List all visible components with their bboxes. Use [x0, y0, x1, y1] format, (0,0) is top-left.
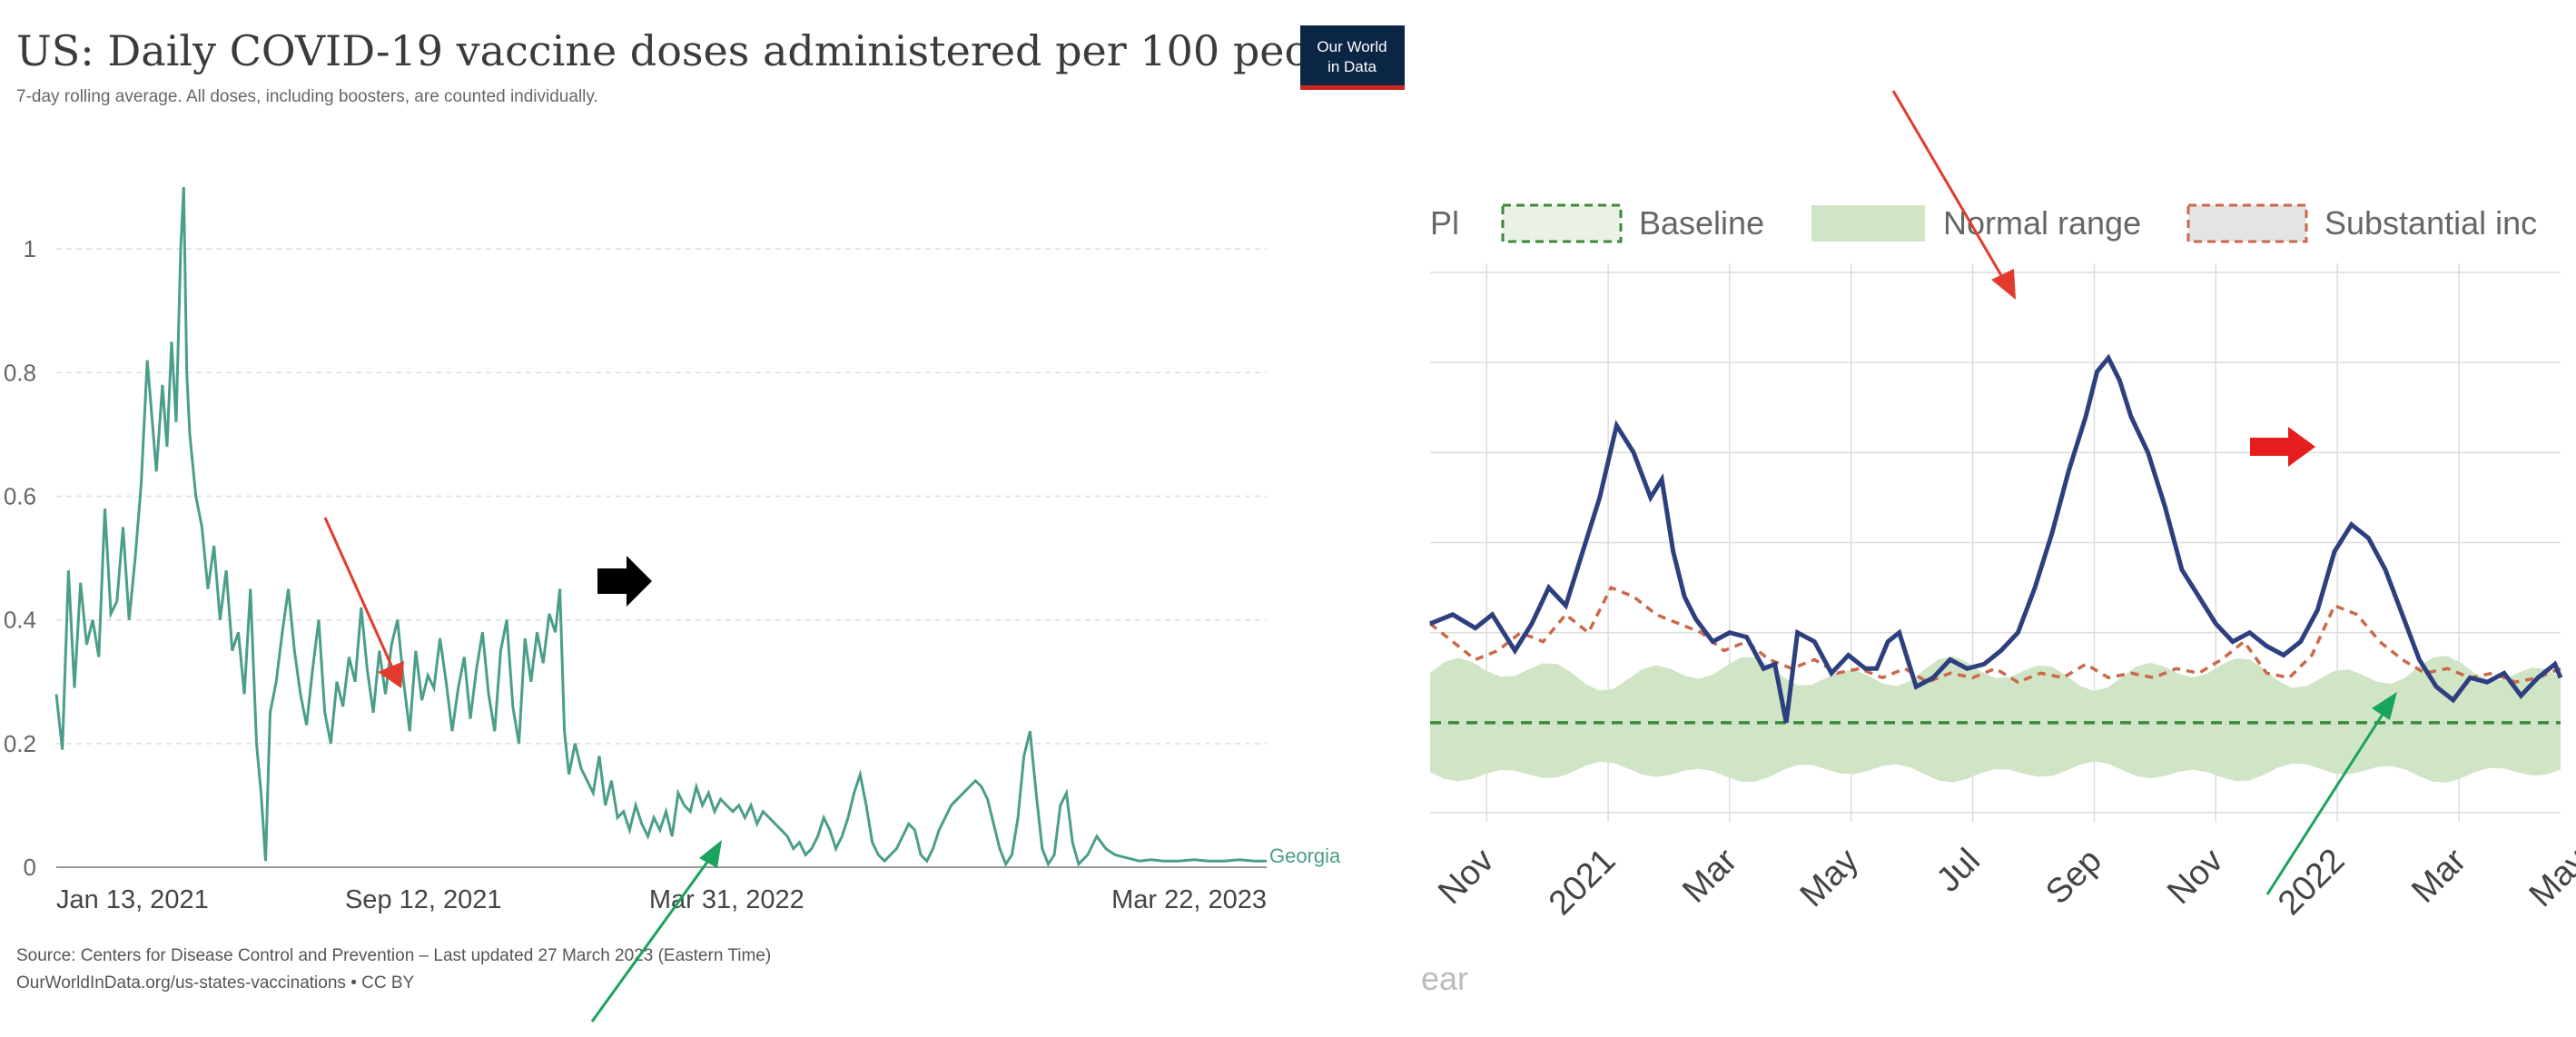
- legend-label-pl: Pl: [1430, 204, 1459, 242]
- left-chart-title: US: Daily COVID-19 vaccine doses adminis…: [16, 26, 1375, 75]
- owid-logo-line2: in Data: [1327, 58, 1377, 75]
- right-chart: Pl Baseline Normal range Substantial inc…: [1421, 90, 2576, 997]
- left-x-tick-label: Mar 22, 2023: [1111, 885, 1267, 914]
- right-x-tick-label: Mar: [2404, 841, 2473, 910]
- left-y-axis: 0 0.2 0.4 0.6 0.8 1: [4, 235, 36, 881]
- right-x-tick-label: 2021: [1542, 842, 1623, 923]
- red-arrow-annotation-right: [2250, 427, 2315, 467]
- left-gridlines: [56, 248, 1267, 868]
- left-y-tick-label: 1: [24, 235, 36, 262]
- green-arrow-annotation-right: [2265, 692, 2397, 895]
- georgia-series-line: [54, 187, 1267, 867]
- owid-logo-line1: Our World: [1317, 38, 1387, 55]
- left-y-tick-label: 0: [24, 854, 36, 881]
- legend-label-normal-range: Normal range: [1943, 204, 2141, 242]
- left-x-tick-label: Sep 12, 2021: [345, 885, 502, 914]
- right-x-tick-label: Mar: [1675, 841, 1744, 910]
- right-x-axis-title: ear: [1421, 960, 1468, 997]
- left-y-tick-label: 0.4: [4, 607, 36, 634]
- left-x-axis: Jan 13, 2021 Sep 12, 2021 Mar 31, 2022 Mar …: [56, 885, 1267, 914]
- legend-swatch-normal-range: [1811, 205, 1925, 242]
- left-url-line: OurWorldInData.org/us-states-vaccination…: [16, 973, 415, 993]
- left-y-tick-label: 0.6: [4, 483, 36, 510]
- right-x-tick-label: Sep: [2038, 842, 2109, 913]
- left-chart: US: Daily COVID-19 vaccine doses adminis…: [4, 25, 1405, 1022]
- legend-swatch-baseline: [1501, 203, 1623, 243]
- owid-logo: Our World in Data: [1300, 25, 1405, 90]
- legend-label-substantial: Substantial inc: [2324, 204, 2537, 242]
- legend-label-baseline: Baseline: [1639, 204, 1764, 242]
- right-x-tick-label: May: [2522, 842, 2576, 914]
- owid-logo-bar: [1300, 85, 1405, 90]
- left-x-tick-label: Jan 13, 2021: [56, 885, 209, 914]
- right-x-tick-label: Nov: [1431, 842, 1501, 912]
- right-x-tick-label: 2022: [2271, 842, 2352, 923]
- left-y-tick-label: 0.8: [4, 359, 36, 386]
- right-x-tick-label: Jul: [1930, 842, 1988, 900]
- right-x-axis: Nov 2021 Mar May Jul Sep Nov 2022 Mar May: [1431, 841, 2576, 923]
- right-x-tick-label: Nov: [2160, 842, 2230, 912]
- left-y-tick-label: 0.2: [4, 730, 36, 757]
- black-arrow-annotation: [597, 556, 652, 607]
- substantial-threshold-line: [1428, 585, 2561, 685]
- red-arrow-annotation-right-top: [1891, 90, 2016, 300]
- left-x-tick-label: Mar 31, 2022: [649, 885, 804, 914]
- normal-range-band: [1430, 656, 2561, 783]
- right-x-tick-label: May: [1793, 842, 1866, 914]
- left-source-line: Source: Centers for Disease Control and …: [16, 946, 771, 965]
- left-chart-subtitle: 7-day rolling average. All doses, includ…: [16, 87, 598, 106]
- red-arrow-annotation-left: [323, 517, 404, 688]
- green-arrow-annotation-left: [590, 840, 722, 1022]
- right-legend: Pl Baseline Normal range Substantial inc: [1430, 203, 2537, 243]
- owid-logo-box: [1300, 25, 1405, 89]
- series-label-georgia: Georgia: [1269, 844, 1341, 867]
- observed-series-line: [1429, 353, 2563, 724]
- legend-swatch-substantial: [2186, 203, 2308, 243]
